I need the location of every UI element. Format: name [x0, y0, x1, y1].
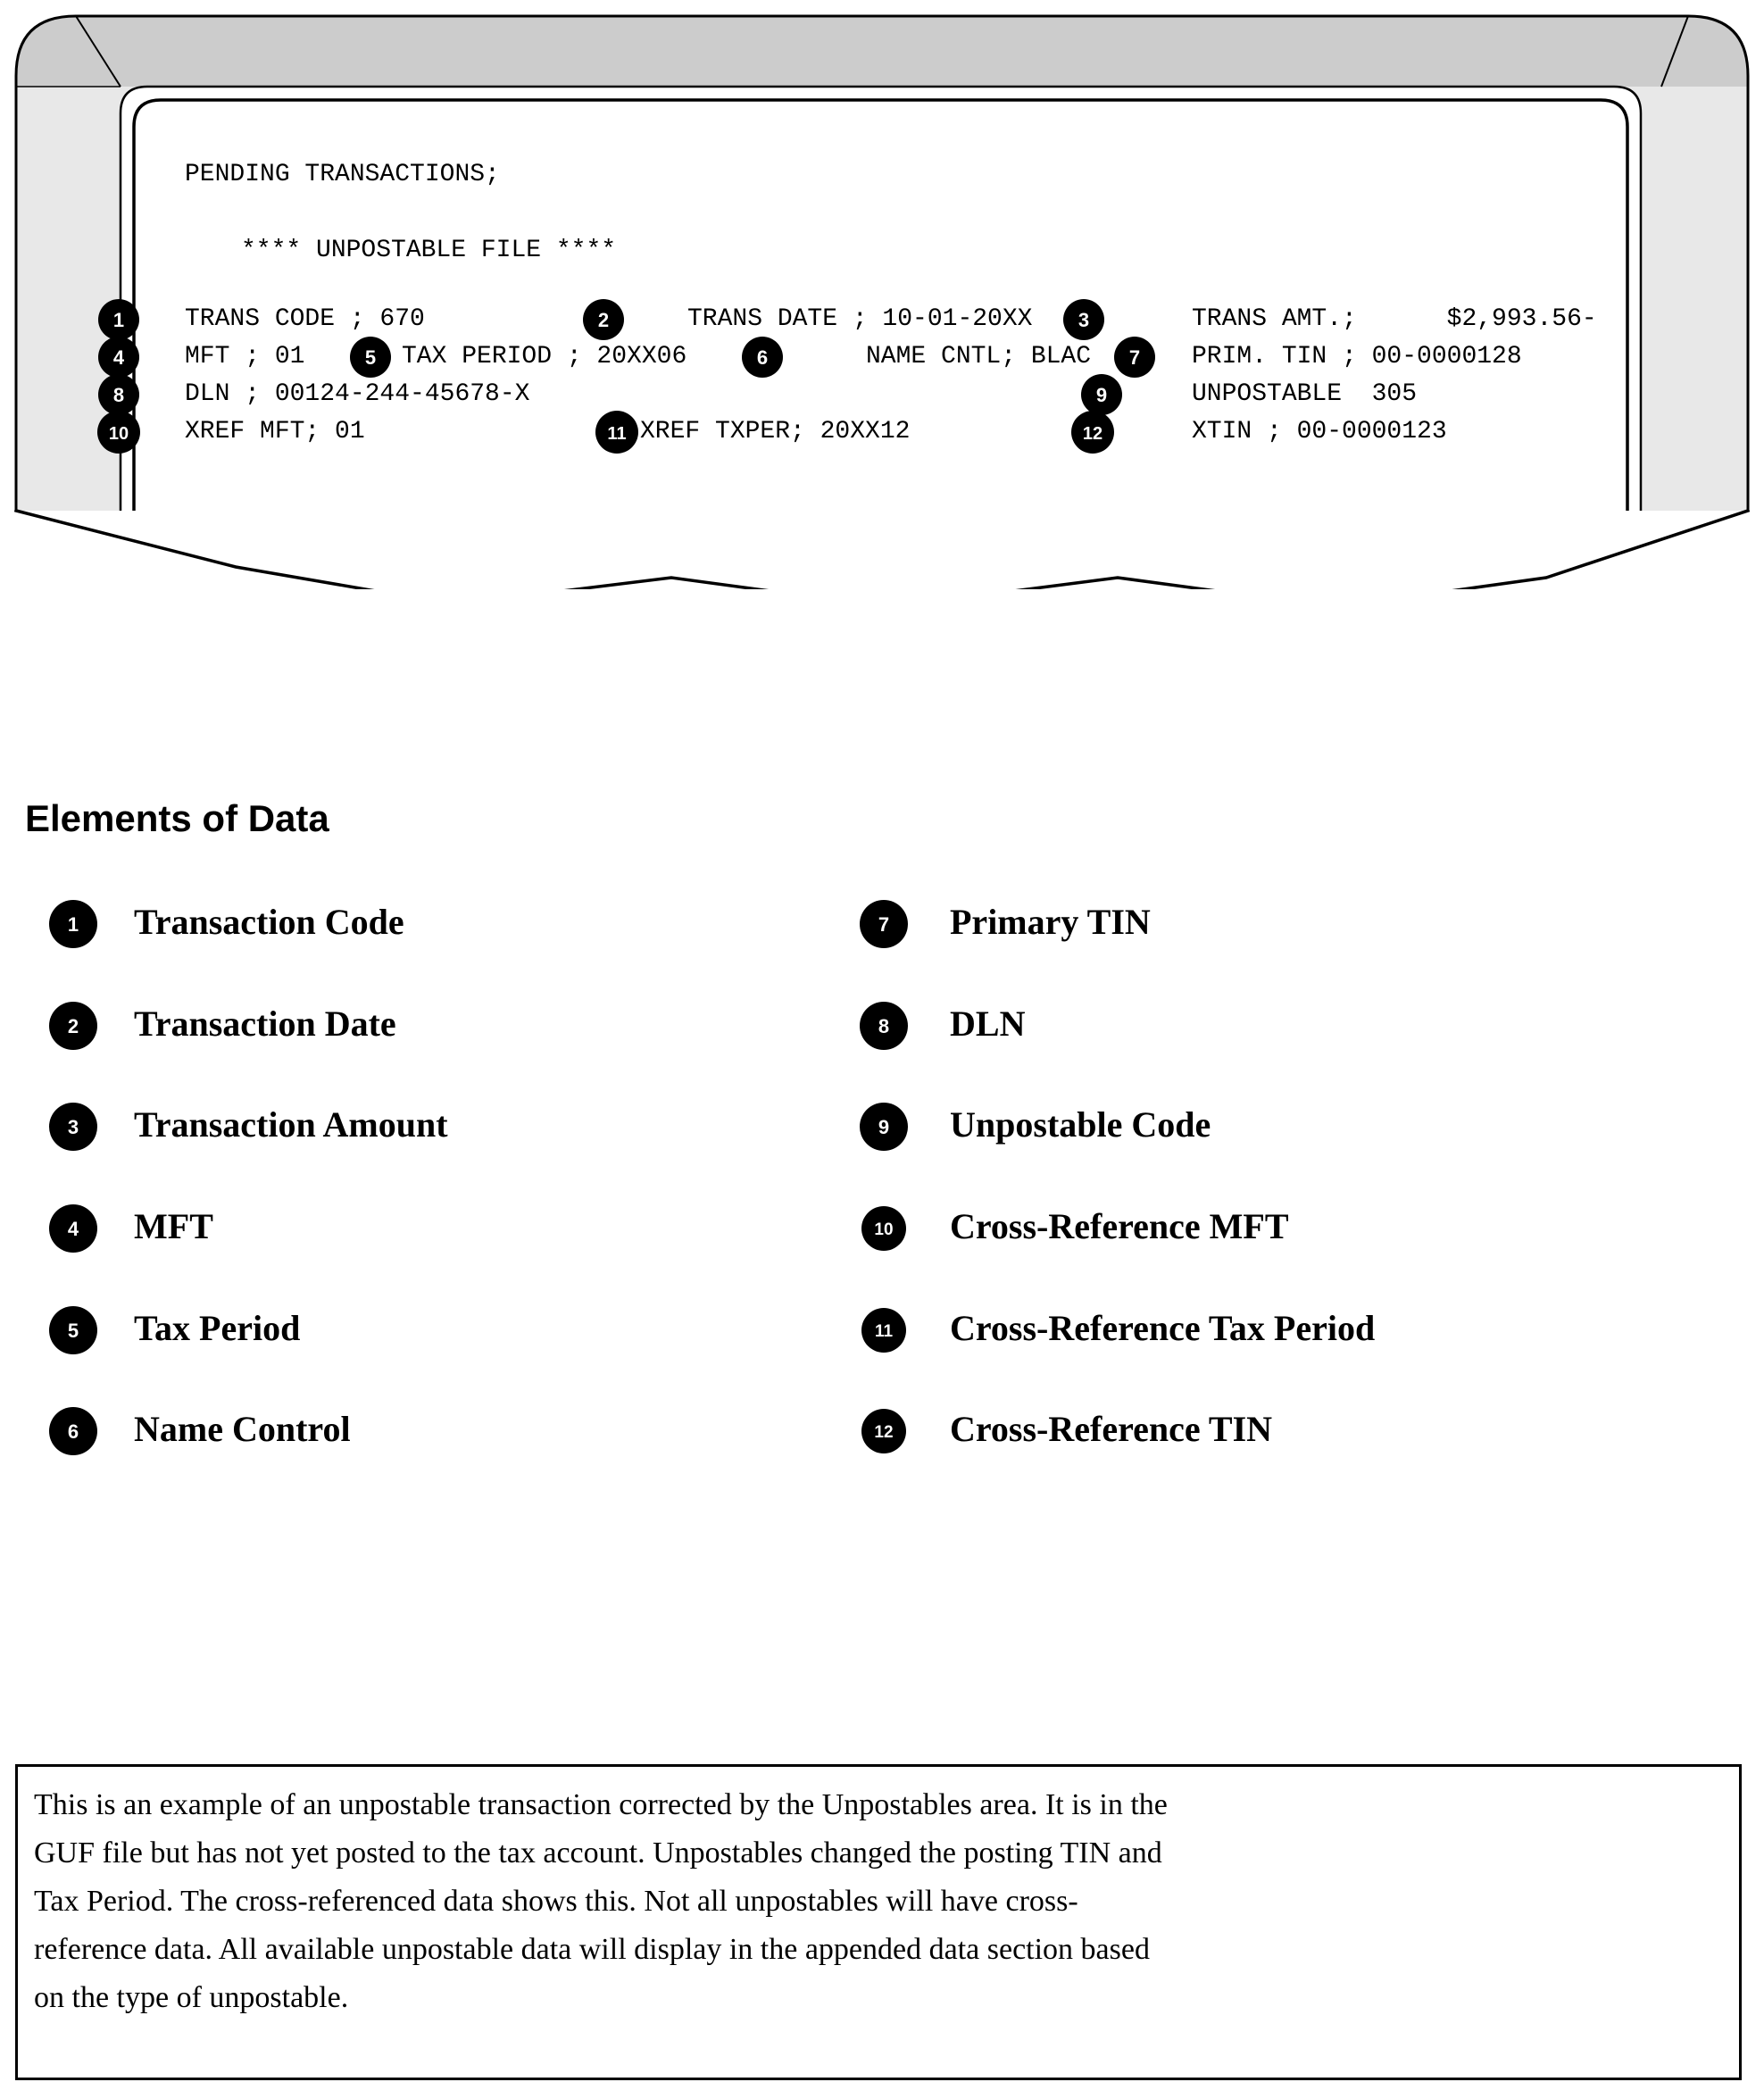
svg-text:4: 4 — [68, 1218, 79, 1240]
svg-text:4: 4 — [113, 346, 125, 369]
svg-text:Unpostable Code: Unpostable Code — [950, 1104, 1211, 1145]
svg-text:5: 5 — [68, 1320, 79, 1342]
svg-text:10: 10 — [109, 424, 129, 444]
svg-text:Transaction Code: Transaction Code — [134, 902, 404, 942]
svg-text:Transaction Amount: Transaction Amount — [134, 1104, 448, 1145]
svg-text:Tax Period: Tax Period — [134, 1308, 300, 1348]
svg-text:11: 11 — [875, 1322, 894, 1341]
svg-text:8: 8 — [113, 384, 124, 406]
svg-text:12: 12 — [874, 1423, 893, 1442]
svg-text:2: 2 — [68, 1015, 79, 1037]
svg-text:Cross-Reference TIN: Cross-Reference TIN — [950, 1409, 1272, 1449]
svg-text:10: 10 — [874, 1220, 893, 1239]
svg-text:1: 1 — [68, 913, 79, 936]
svg-text:3: 3 — [68, 1116, 79, 1138]
svg-text:8: 8 — [878, 1015, 889, 1037]
svg-text:Cross-Reference MFT: Cross-Reference MFT — [950, 1206, 1289, 1246]
svg-text:DLN: DLN — [950, 1004, 1026, 1044]
svg-text:6: 6 — [68, 1420, 79, 1443]
svg-text:Name Control: Name Control — [134, 1409, 351, 1449]
svg-text:9: 9 — [878, 1116, 889, 1138]
svg-text:MFT: MFT — [134, 1206, 213, 1246]
svg-text:Primary TIN: Primary TIN — [950, 902, 1151, 942]
svg-text:1: 1 — [113, 309, 124, 331]
svg-text:Cross-Reference Tax Period: Cross-Reference Tax Period — [950, 1308, 1375, 1348]
svg-text:Transaction Date: Transaction Date — [134, 1004, 396, 1044]
svg-text:7: 7 — [878, 913, 889, 936]
